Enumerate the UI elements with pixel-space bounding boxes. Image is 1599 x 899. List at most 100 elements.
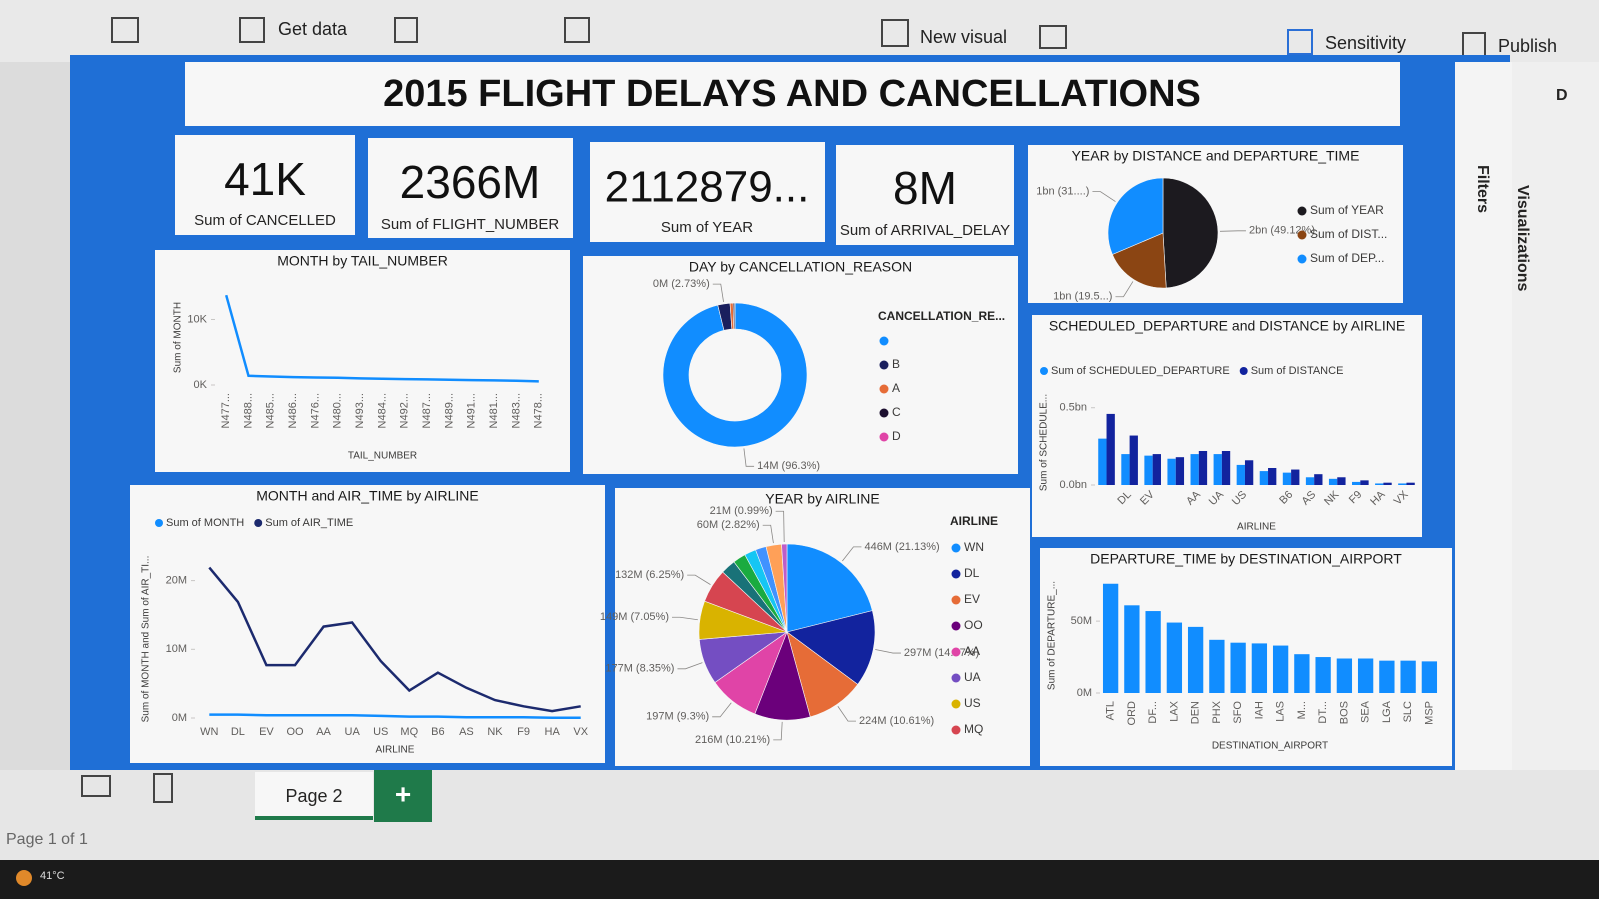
x-tick-label: N484... [376,393,388,428]
pie-slice [1107,177,1164,255]
y-axis-label: Sum of DEPARTURE_... [1047,581,1058,690]
data-label: 14M (96.3%) [757,460,820,472]
title-box [185,62,1400,126]
filters-pane-label[interactable]: Filters [1474,165,1491,213]
enter-data-icon[interactable] [564,17,590,43]
page-status: Page 1 of 1 [6,831,88,848]
desktop-view-icon[interactable] [81,775,111,797]
bar [1209,639,1225,693]
excel-icon[interactable] [394,17,418,43]
chart-title: SCHEDULED_DEPARTURE and DISTANCE by AIRL… [1049,318,1405,334]
chart-title: YEAR by AIRLINE [765,491,879,507]
data-label: 21M (0.99%) [710,505,773,517]
visualizations-pane-label[interactable]: Visualizations [1514,185,1531,292]
get-data-button[interactable]: Get data [278,19,348,39]
x-tick-label: N488... [242,393,254,428]
mobile-view-icon[interactable] [153,773,173,803]
y-tick-label: 0M [172,712,187,724]
legend-label: Sum of AIR_TIME [265,517,353,529]
x-tick-label: LAS [1275,701,1287,722]
legend-title: CANCELLATION_RE... [878,309,1005,323]
bar [1213,454,1222,485]
bar [1190,454,1199,485]
data-pane-label[interactable]: D [1556,87,1568,104]
legend-marker [1297,206,1307,216]
bar [1230,642,1246,693]
x-tick-label: DEN [1190,701,1202,724]
legend-label: Sum of YEAR [1310,203,1384,217]
bar [1337,477,1346,485]
card-value: 2366M [400,156,541,208]
bar [1360,480,1369,485]
page-tab[interactable] [255,772,373,820]
leader-line [842,546,862,562]
data-label: 149M (7.05%) [600,611,669,623]
bar [1328,478,1338,485]
add-page-label[interactable]: + [395,778,411,809]
legend-label: Sum of DISTANCE [1251,365,1344,377]
sensitivity-icon[interactable] [1287,29,1313,55]
get-data-icon[interactable] [239,17,265,43]
chart-panel [1040,548,1452,766]
legend-marker [951,569,961,579]
chart-title: MONTH by TAIL_NUMBER [277,253,448,269]
chart-panel [1032,315,1422,537]
x-tick-label: M... [1296,701,1308,719]
x-tick-label: IAH [1253,701,1265,719]
weather-icon [16,870,32,886]
new-visual-icon[interactable] [881,19,909,47]
bar [1305,477,1315,485]
chart-title: DEPARTURE_TIME by DESTINATION_AIRPORT [1090,551,1402,567]
leader-line [1115,281,1134,298]
legend-label: MQ [964,722,983,736]
data-label: 197M (9.3%) [646,711,709,723]
data-label: 177M (8.35%) [605,663,674,675]
data-label: 297M (14.07%) [904,647,979,659]
y-tick-label: 10M [166,643,187,655]
card [590,142,825,242]
card [836,145,1014,245]
legend-marker [951,673,961,683]
data-label: 132M (6.25%) [615,569,684,581]
data-label: 60M (2.82%) [697,519,760,531]
leader-line [712,702,732,718]
x-tick-label: N480... [332,393,344,428]
x-tick-label: VX [573,726,588,738]
page-tab-underline [255,816,373,820]
card-label: Sum of ARRIVAL_DELAY [840,222,1010,239]
legend-label: A [892,381,900,395]
x-tick-label: DL [231,726,245,738]
x-tick-label: BOS [1338,701,1350,724]
x-tick-label: N483... [510,393,522,428]
publish-button[interactable]: Publish [1498,36,1557,56]
chart-title: YEAR by DISTANCE and DEPARTURE_TIME [1072,148,1360,164]
new-visual-button[interactable]: New visual [920,27,1007,47]
x-tick-label: SEA [1360,700,1372,723]
temperature: 41°C [40,870,65,882]
bar [1272,645,1289,693]
x-tick-label: OO [286,726,304,738]
sensitivity-button[interactable]: Sensitivity [1325,33,1406,53]
x-axis-label: TAIL_NUMBER [348,451,417,462]
legend-marker [951,725,961,735]
bar [1145,611,1161,693]
x-tick-label: AS [459,726,474,738]
bar [1236,464,1245,485]
x-tick-label: LGA [1381,700,1393,723]
bar [1166,622,1183,693]
y-tick-label: 50M [1071,615,1092,627]
paste-icon[interactable] [111,17,139,43]
data-label: 1bn (31....) [1036,186,1089,198]
leader-line [1219,230,1246,232]
legend-marker [1297,230,1307,240]
x-axis-label: DESTINATION_AIRPORT [1212,741,1328,752]
legend-label: B [892,357,900,371]
page-tab-label[interactable]: Page 2 [285,786,342,806]
legend-marker [951,647,961,657]
text-box-icon[interactable] [1039,25,1067,49]
legend-marker [1040,367,1048,375]
y-axis-label: Sum of MONTH and Sum of AIR_TI... [141,556,152,723]
add-page-button[interactable] [374,770,432,822]
leader-line [743,448,755,467]
x-tick-label: N491... [466,393,478,428]
